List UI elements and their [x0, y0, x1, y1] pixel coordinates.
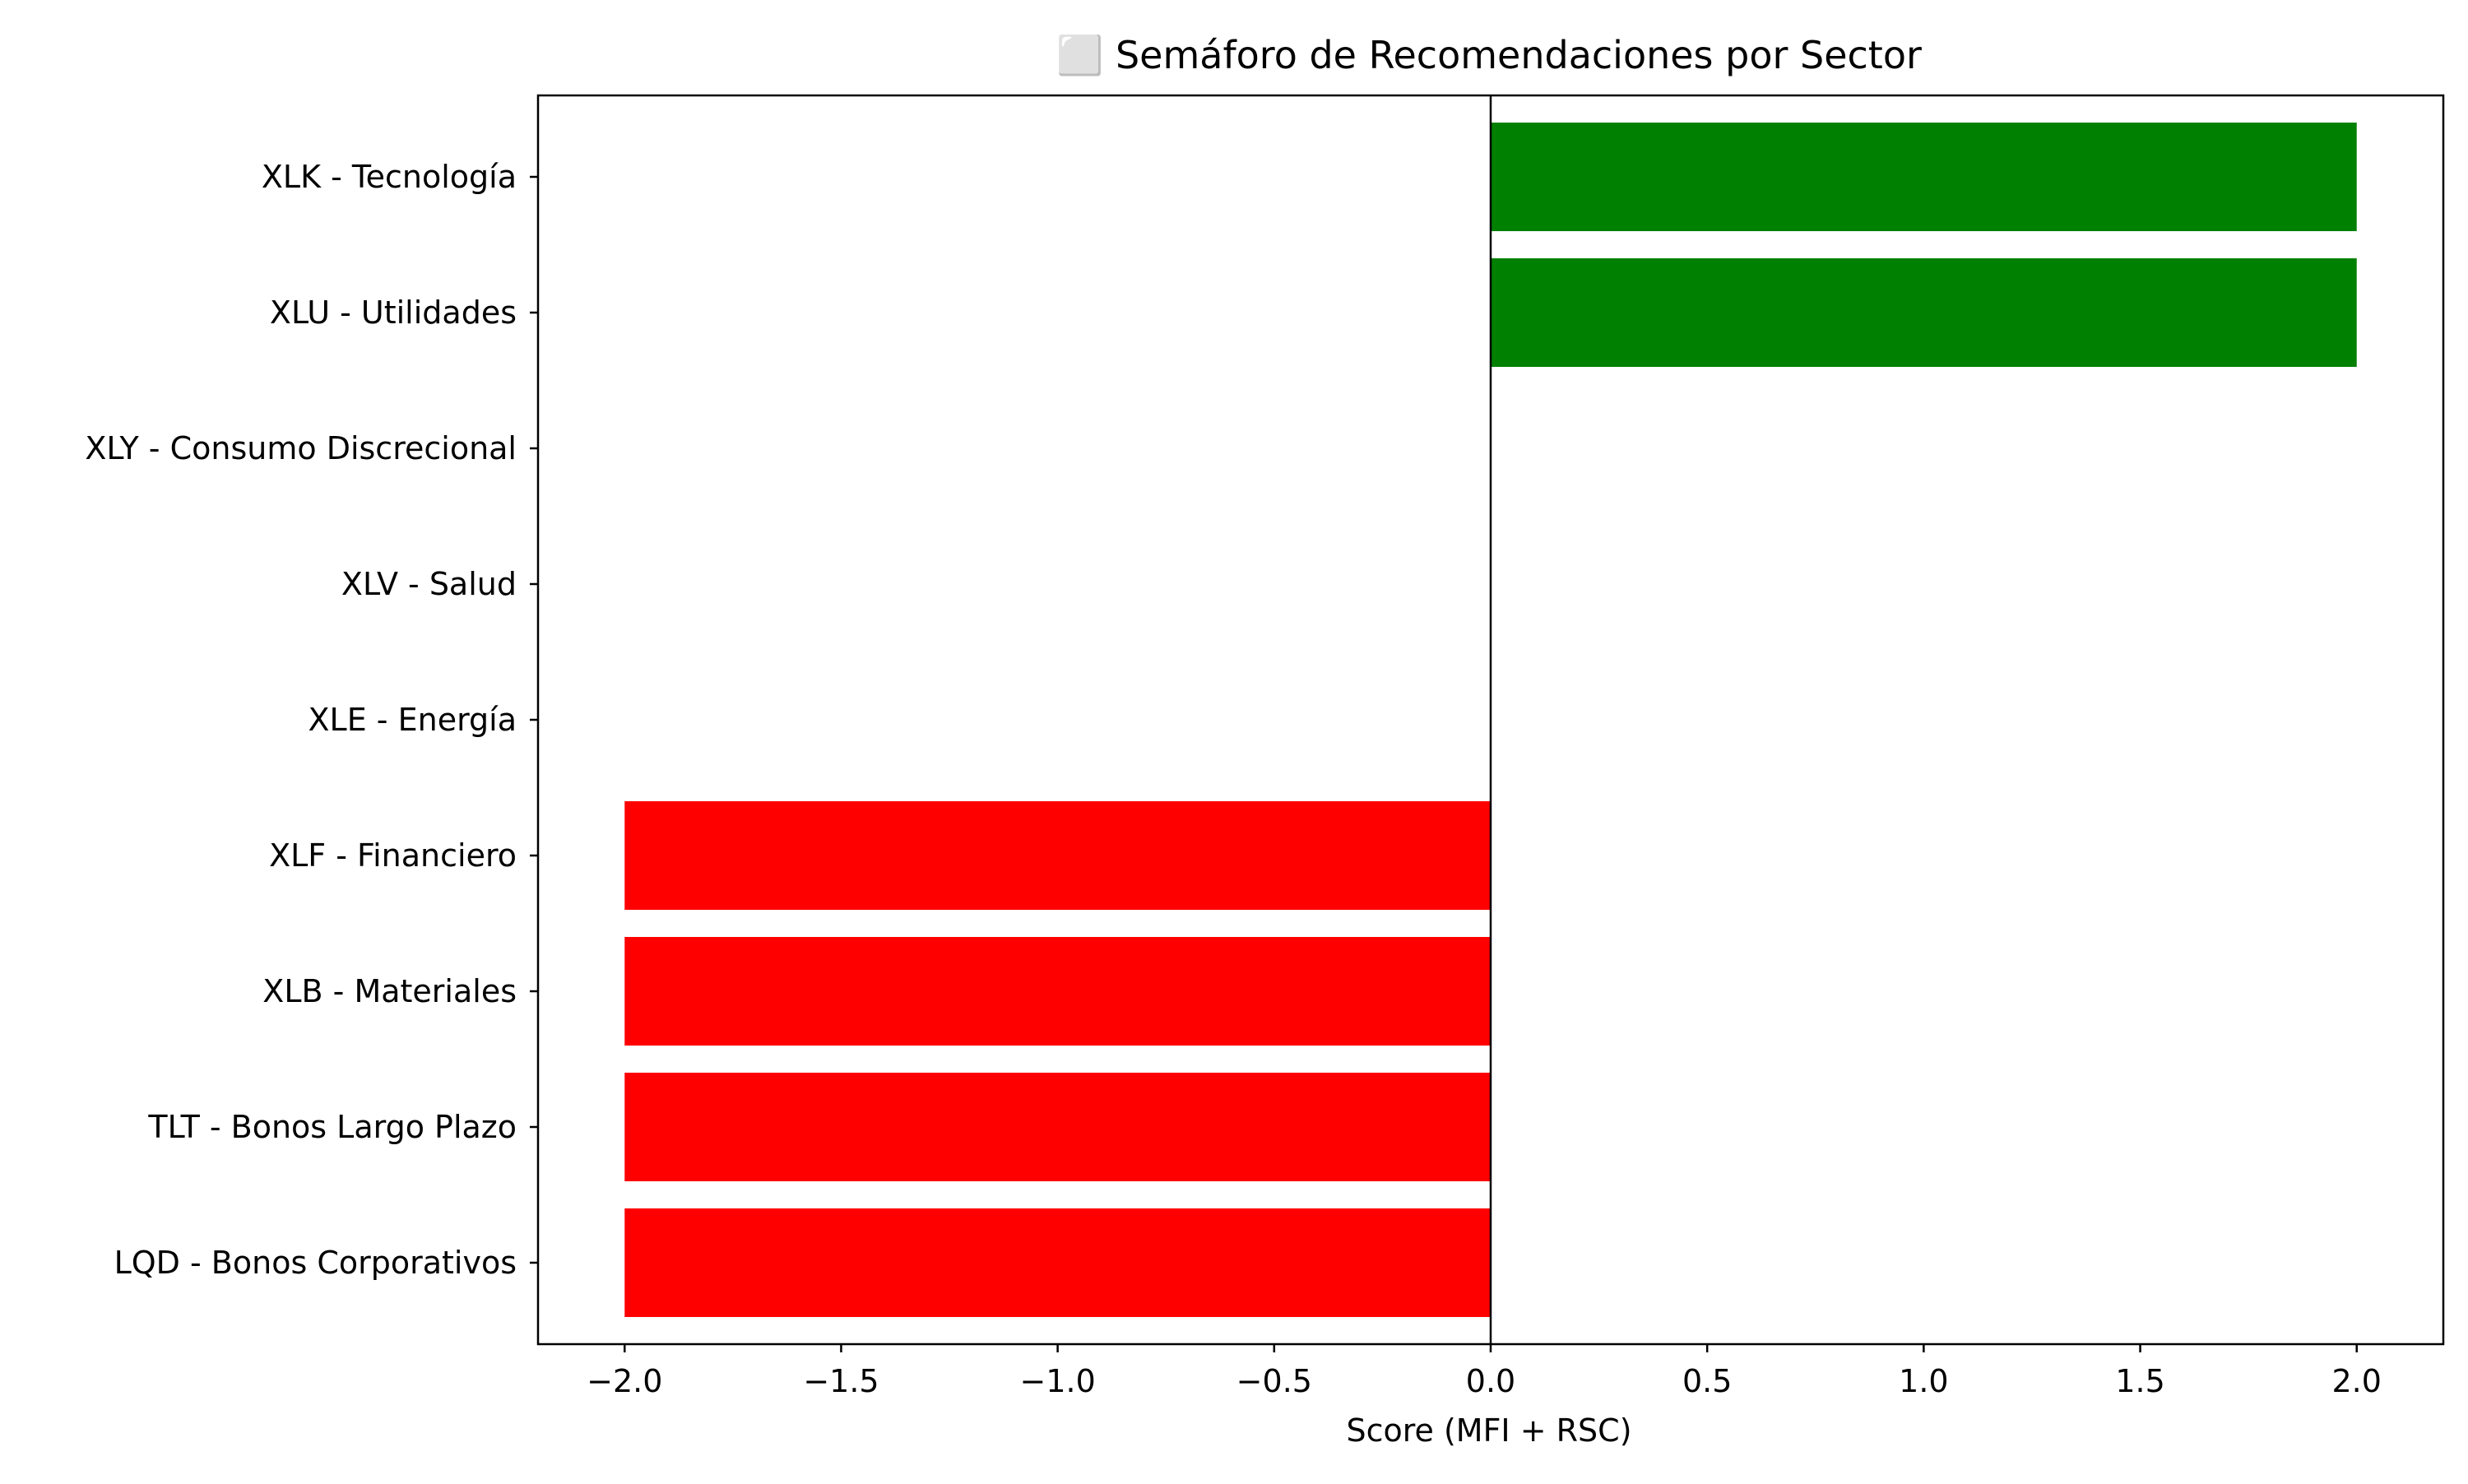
bar-1 — [1491, 258, 2357, 367]
x-tick-label-4: 0.0 — [1466, 1363, 1515, 1399]
x-axis-label: Score (MFI + RSC) — [1346, 1412, 1631, 1449]
bar-8 — [624, 1208, 1491, 1317]
x-axis: −2.0 −1.5 −1.0 −0.5 0.0 0.5 1.0 1.5 2.0 — [587, 1344, 2382, 1399]
chart-title: ⬜ Semáforo de Recomendaciones por Sector — [1056, 33, 1922, 77]
y-axis: XLK - Tecnología XLU - Utilidades XLY - Co… — [85, 159, 538, 1281]
x-tick-label-0: −2.0 — [587, 1363, 662, 1399]
x-tick-label-3: −0.5 — [1236, 1363, 1312, 1399]
x-tick-label-7: 1.5 — [2115, 1363, 2164, 1399]
bar-7 — [624, 1073, 1491, 1181]
y-tick-label-0: XLK - Tecnología — [262, 159, 517, 195]
bar-5 — [624, 801, 1491, 910]
x-tick-label-5: 0.5 — [1682, 1363, 1732, 1399]
x-tick-label-2: −1.0 — [1019, 1363, 1095, 1399]
bar-0 — [1491, 123, 2357, 231]
y-tick-label-6: XLB - Materiales — [262, 973, 517, 1009]
y-tick-label-2: XLY - Consumo Discrecional — [85, 430, 517, 466]
y-tick-label-5: XLF - Financiero — [269, 837, 517, 874]
x-tick-label-1: −1.5 — [803, 1363, 879, 1399]
y-tick-label-4: XLE - Energía — [308, 702, 517, 738]
y-tick-label-3: XLV - Salud — [341, 566, 517, 602]
bar-6 — [624, 937, 1491, 1046]
x-tick-label-8: 2.0 — [2332, 1363, 2382, 1399]
y-tick-label-1: XLU - Utilidades — [270, 294, 517, 331]
y-tick-label-7: TLT - Bonos Largo Plazo — [147, 1109, 517, 1145]
x-tick-label-6: 1.0 — [1899, 1363, 1948, 1399]
y-tick-label-8: LQD - Bonos Corporativos — [114, 1245, 517, 1281]
bars-layer — [624, 123, 2357, 1317]
